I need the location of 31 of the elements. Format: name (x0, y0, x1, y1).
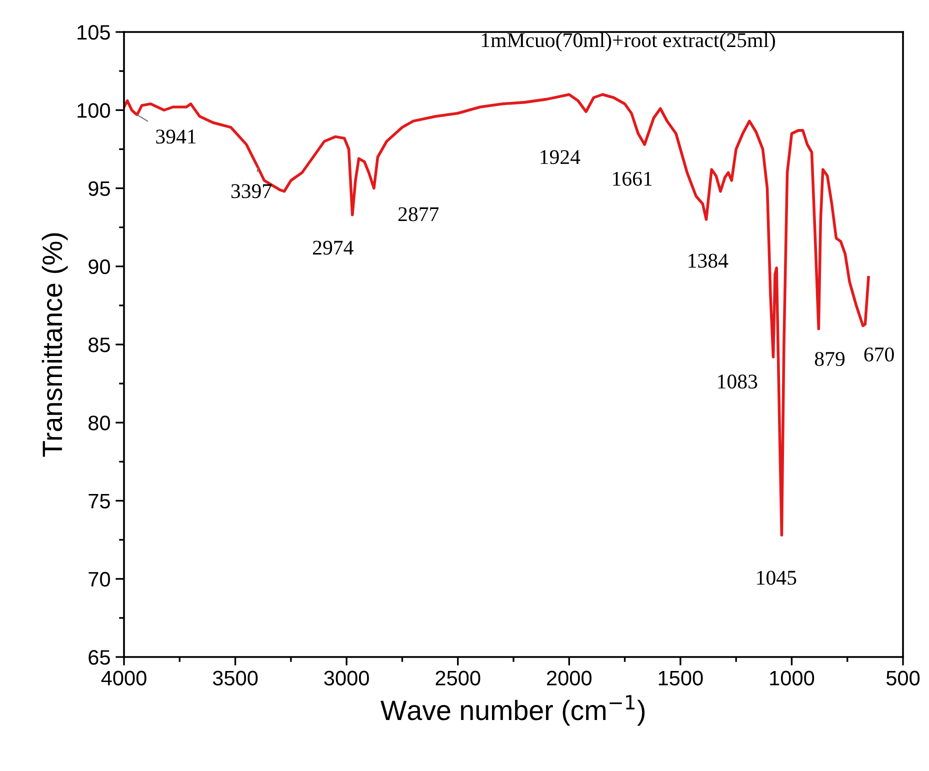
x-tick-label: 1500 (658, 670, 703, 686)
x-tick-label: 3000 (324, 670, 369, 686)
annotation: 3941 (156, 130, 196, 144)
x-axis-title: Wave number (cm$^{−1}$) (380, 695, 645, 726)
x-tick-label: 1000 (770, 670, 814, 686)
x-tick-label: 500 (886, 670, 920, 686)
y-tick-label: 90 (88, 259, 110, 274)
annotation: 879 (814, 352, 845, 366)
x-tick-label: 4000 (101, 670, 146, 686)
annotation: 1384 (688, 254, 728, 268)
y-tick-label: 80 (88, 416, 110, 430)
annotation: 670 (864, 347, 894, 362)
y-tick-label: 70 (88, 572, 110, 587)
annotation: 2877 (398, 207, 439, 222)
y-tick-label: 105 (78, 25, 110, 40)
annotation: 3397 (231, 184, 272, 198)
annotation: 1083 (718, 374, 758, 389)
x-tick-label: 3500 (212, 670, 258, 686)
annotation: 1mMcuo(70ml)+root extract(25ml) (482, 32, 776, 52)
x-tick-label: 2000 (547, 670, 592, 686)
x-tick-label: 2500 (436, 670, 480, 686)
y-tick-label: 75 (88, 494, 110, 509)
y-tick-label: 95 (88, 181, 110, 196)
annotation: 1661 (613, 172, 652, 186)
annotation: 1924 (540, 150, 580, 164)
annotation: 1045 (757, 570, 796, 585)
y-tick-label: 100 (78, 103, 110, 118)
annotation: 2974 (312, 240, 354, 255)
y-axis-title: Transmittance (%) (42, 233, 68, 457)
y-tick-label: 85 (88, 338, 110, 352)
y-tick-label: 65 (88, 650, 110, 665)
